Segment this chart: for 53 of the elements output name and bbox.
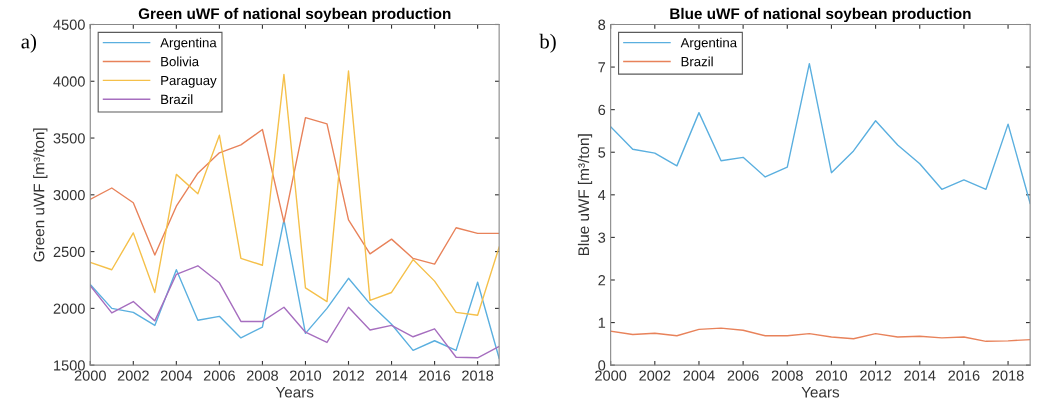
text: b) [539, 33, 556, 53]
y-axis-title: Blue uWF [m³/ton] [577, 134, 593, 256]
y-tick-label: 6 [598, 104, 606, 116]
line-series [90, 265, 500, 359]
y-tick-label: 3 [598, 232, 606, 243]
line-series [90, 70, 500, 316]
y-tick-label: 4000 [53, 76, 85, 87]
y-tick-label: 2 [598, 275, 606, 286]
y-tick-label: 3000 [53, 189, 85, 201]
x-axis-title: Years [801, 386, 840, 398]
y-tick-label: 1500 [54, 360, 85, 371]
x-tick-label: 2010 [289, 370, 322, 381]
legend-label: Brazil [681, 56, 713, 67]
y-tick-label: 3500 [53, 133, 85, 144]
y-tick-label: 1 [598, 317, 606, 328]
x-tick-label: 2000 [74, 370, 106, 381]
y-tick-label: 8 [598, 19, 606, 30]
x-tick-label: 2008 [771, 370, 803, 381]
x-axis-title: Years [275, 386, 314, 398]
x-tick-label: 2018 [462, 370, 494, 381]
x-tick-label: 2004 [683, 370, 715, 381]
y-tick-label: 4 [598, 190, 606, 201]
x-tick-label: 2016 [948, 370, 980, 381]
legend-label: Paraguay [161, 75, 217, 88]
x-tick-label: 2002 [639, 370, 671, 381]
x-tick-label: 2002 [117, 370, 149, 381]
x-tick-label: 2006 [203, 370, 235, 381]
y-tick-label: 2000 [53, 303, 85, 314]
x-tick-label: 2012 [333, 370, 364, 381]
legend-label: Argentina [680, 37, 738, 50]
x-tick-label: 2006 [727, 370, 759, 381]
x-tick-label: 2014 [904, 370, 936, 381]
y-tick-label: 0 [598, 360, 606, 371]
chart-title: Green uWF of national soybean production [138, 7, 451, 23]
x-tick-label: 2008 [246, 370, 279, 381]
x-tick-label: 2004 [160, 370, 193, 381]
x-tick-label: 2012 [860, 370, 892, 381]
legend-label: Bolivia [161, 56, 200, 67]
line-series [90, 116, 500, 265]
legend-label: Brazil [161, 94, 193, 105]
y-axis-title: Green uWF [m³/ton] [33, 128, 48, 262]
text: a) [21, 33, 37, 53]
legend-label: Argentina [160, 37, 217, 50]
y-tick-label: 7 [598, 62, 606, 73]
line-series [610, 327, 1031, 343]
y-tick-label: 4500 [53, 19, 85, 30]
chart-title: Blue uWF of national soybean production [670, 7, 971, 23]
x-tick-label: 2018 [992, 370, 1024, 381]
x-tick-label: 2010 [815, 370, 848, 381]
x-tick-label: 2014 [376, 370, 408, 381]
y-tick-label: 2500 [53, 246, 85, 258]
y-tick-label: 5 [598, 147, 606, 158]
x-tick-label: 2016 [419, 370, 451, 381]
